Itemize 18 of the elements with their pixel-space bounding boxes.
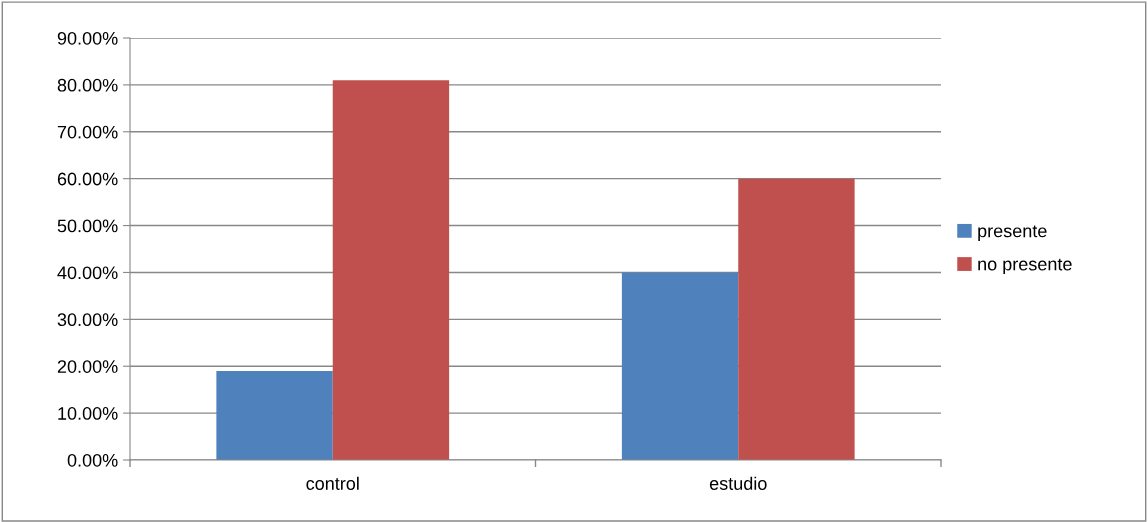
y-tick-label: 30.00% bbox=[57, 313, 118, 327]
y-tick-label: 80.00% bbox=[57, 78, 118, 92]
y-tick-label: 70.00% bbox=[57, 125, 118, 139]
bar bbox=[738, 178, 855, 460]
y-tick-label: 10.00% bbox=[58, 407, 118, 420]
y-tick-label: 50.00% bbox=[57, 219, 118, 233]
x-tick-label: estudio bbox=[709, 476, 767, 490]
legend-label: no presente bbox=[978, 258, 1072, 275]
y-tick-label: 60.00% bbox=[57, 172, 118, 186]
legend-label: presente bbox=[978, 225, 1047, 241]
y-tick-label: 20.00% bbox=[57, 360, 118, 373]
y-tick-label: 0.00% bbox=[67, 453, 118, 467]
y-tick-label: 90.00% bbox=[57, 31, 118, 45]
bar bbox=[621, 272, 739, 460]
bar bbox=[332, 80, 450, 460]
y-tick-label: 40.00% bbox=[57, 266, 118, 280]
bar bbox=[216, 370, 333, 460]
x-tick-label: control bbox=[306, 476, 359, 490]
